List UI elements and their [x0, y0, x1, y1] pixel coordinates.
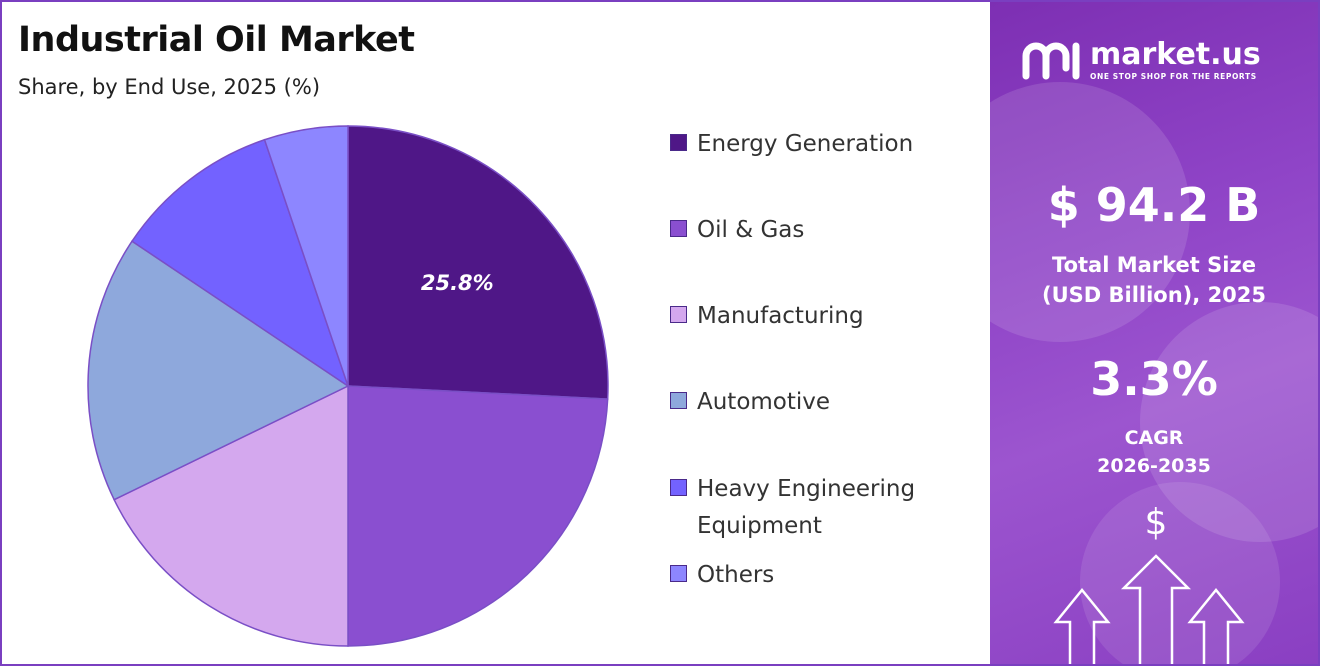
legend-label: Oil & Gas	[697, 217, 805, 243]
chart-subtitle: Share, by End Use, 2025 (%)	[18, 75, 321, 99]
pie-slice-others	[263, 125, 349, 387]
background-shape	[1140, 302, 1318, 542]
market-size-label: Total Market Size (USD Billion), 2025	[990, 250, 1318, 310]
arrow-up-icon	[1053, 588, 1111, 664]
legend-item-automotive: Automotive	[670, 384, 947, 421]
legend-swatch	[670, 565, 687, 582]
legend-swatch	[670, 306, 687, 323]
pie-slice-automotive	[87, 240, 350, 501]
pie-slice-energy-generation	[347, 125, 609, 400]
cagr-label-line1: CAGR	[1124, 427, 1184, 449]
growth-arrows-icon: $	[1053, 502, 1245, 664]
market-size-value: $ 94.2 B	[1047, 178, 1261, 232]
pie-slice-oil-gas	[347, 385, 609, 647]
legend-item-oil-gas: Oil & Gas	[670, 212, 947, 249]
arrow-up-icon	[1187, 588, 1245, 664]
legend-item-energy-generation: Energy Generation	[670, 126, 947, 163]
cagr-label: CAGR 2026-2035	[990, 424, 1318, 480]
brand-tagline: ONE STOP SHOP FOR THE REPORTS	[1090, 72, 1257, 81]
chart-panel: Industrial Oil Market Share, by End Use,…	[2, 2, 988, 664]
legend-item-manufacturing: Manufacturing	[670, 298, 947, 335]
background-shape	[990, 82, 1190, 342]
cagr-value: 3.3%	[1090, 352, 1218, 406]
legend-label: Manufacturing	[697, 303, 864, 329]
background-shape	[1080, 482, 1280, 664]
legend-label: Heavy Engineering Equipment	[697, 476, 916, 539]
legend-label: Others	[697, 562, 775, 588]
legend-label: Automotive	[697, 389, 831, 415]
summary-panel: market.us ONE STOP SHOP FOR THE REPORTS …	[990, 2, 1318, 664]
legend-label: Energy Generation	[697, 131, 914, 157]
legend-swatch	[670, 392, 687, 409]
dollar-sign-icon: $	[1145, 502, 1168, 543]
pie-chart: 25.8%	[87, 125, 609, 647]
legend-item-others: Others	[670, 557, 947, 594]
cagr-label-line2: 2026-2035	[1097, 455, 1211, 477]
legend-item-heavy-engineering-equipment: Heavy Engineering Equipment	[670, 471, 947, 545]
arrow-up-icon	[1120, 554, 1192, 664]
market-us-logo-icon	[1022, 42, 1080, 80]
market-size-label-line1: Total Market Size	[1052, 253, 1256, 277]
legend-swatch	[670, 134, 687, 151]
pie-slice-manufacturing	[113, 384, 349, 647]
brand: market.us ONE STOP SHOP FOR THE REPORTS	[1020, 38, 1261, 82]
brand-name: market.us	[1090, 37, 1261, 72]
pie-slice-heavy-engineering-equipment	[131, 138, 350, 388]
pie-data-label: 25.8%	[421, 271, 494, 295]
chart-title: Industrial Oil Market	[18, 20, 415, 60]
legend-swatch	[670, 220, 687, 237]
market-size-label-line2: (USD Billion), 2025	[1041, 283, 1267, 307]
legend-swatch	[670, 479, 687, 496]
